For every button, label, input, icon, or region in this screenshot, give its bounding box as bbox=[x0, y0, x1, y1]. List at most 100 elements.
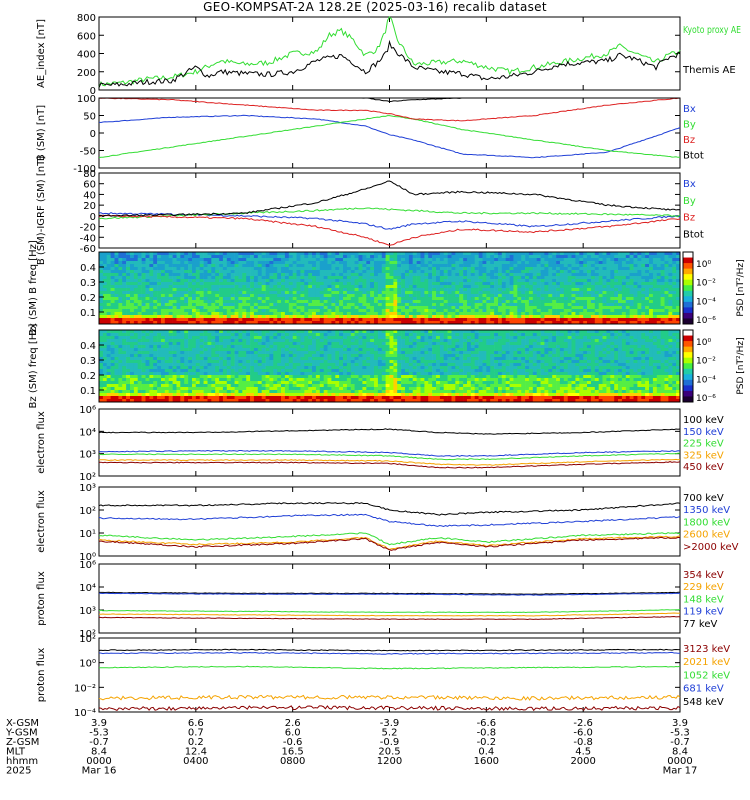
spectrogram-cell bbox=[618, 342, 623, 346]
spectrogram-cell bbox=[230, 255, 235, 259]
spectrogram-cell bbox=[474, 258, 479, 262]
spectrogram-cell bbox=[459, 291, 464, 295]
spectrogram-cell bbox=[370, 261, 375, 265]
spectrogram-cell bbox=[130, 321, 135, 325]
spectrogram-cell bbox=[505, 300, 510, 304]
spectrogram-cell bbox=[327, 339, 332, 343]
spectrogram-cell bbox=[498, 339, 503, 343]
spectrogram-cell bbox=[265, 252, 270, 256]
spectrogram-cell bbox=[621, 339, 627, 343]
spectrogram-cell bbox=[641, 315, 646, 319]
spectrogram-cell bbox=[343, 300, 348, 304]
spectrogram-cell bbox=[676, 345, 681, 349]
spectrogram-cell bbox=[350, 264, 355, 268]
spectrogram-cell bbox=[207, 261, 212, 265]
spectrogram-cell bbox=[467, 291, 472, 295]
spectrogram-cell bbox=[602, 303, 607, 307]
spectrogram-cell bbox=[288, 339, 293, 343]
spectrogram-cell bbox=[145, 336, 150, 340]
spectrogram-cell bbox=[377, 300, 383, 304]
spectrogram-cell bbox=[164, 255, 169, 259]
spectrogram-cell bbox=[521, 276, 526, 280]
spectrogram-cell bbox=[575, 348, 580, 352]
spectrogram-cell bbox=[133, 306, 139, 310]
spectrogram-cell bbox=[525, 276, 530, 280]
spectrogram-cell bbox=[633, 330, 638, 334]
spectrogram-cell bbox=[281, 330, 286, 334]
spectrogram-cell bbox=[292, 294, 297, 298]
spectrogram-cell bbox=[521, 258, 526, 262]
spectrogram-cell bbox=[114, 342, 119, 346]
spectrogram-cell bbox=[141, 297, 146, 301]
spectrogram-cell bbox=[420, 336, 425, 340]
spectrogram-cell bbox=[106, 318, 111, 322]
spectrogram-cell bbox=[443, 333, 448, 337]
spectrogram-cell bbox=[385, 348, 390, 352]
spectrogram-cell bbox=[315, 285, 321, 289]
spectrogram-cell bbox=[304, 315, 309, 319]
spectrogram-cell bbox=[273, 348, 278, 352]
spectrogram-cell bbox=[230, 291, 235, 295]
spectrogram-cell bbox=[122, 300, 127, 304]
spectrogram-cell bbox=[141, 309, 146, 313]
spectrogram-cell bbox=[443, 345, 448, 349]
spectrogram-cell bbox=[482, 252, 487, 256]
spectrogram-cell bbox=[130, 288, 135, 292]
spectrogram-cell bbox=[587, 267, 592, 271]
spectrogram-cell bbox=[102, 252, 108, 256]
spectrogram-cell bbox=[350, 330, 355, 334]
spectrogram-cell bbox=[118, 291, 123, 295]
spectrogram-cell bbox=[532, 252, 537, 256]
spectrogram-cell bbox=[149, 303, 154, 307]
spectrogram-cell bbox=[137, 285, 142, 289]
spectrogram-cell bbox=[327, 297, 332, 301]
spectrogram-cell bbox=[439, 333, 445, 337]
spectrogram-cell bbox=[428, 261, 433, 265]
spectrogram-cell bbox=[211, 333, 216, 337]
spectrogram-cell bbox=[238, 273, 243, 277]
spectrogram-cell bbox=[412, 315, 417, 319]
spectrogram-cell bbox=[668, 318, 673, 322]
spectrogram-cell bbox=[629, 255, 634, 259]
spectrogram-cell bbox=[234, 315, 239, 319]
spectrogram-cell bbox=[563, 273, 568, 277]
spectrogram-cell bbox=[590, 291, 596, 295]
spectrogram-cell bbox=[257, 300, 262, 304]
spectrogram-cell bbox=[242, 261, 247, 265]
spectrogram-cell bbox=[676, 264, 681, 268]
spectrogram-cell bbox=[660, 261, 665, 265]
spectrogram-cell bbox=[133, 264, 139, 268]
spectrogram-cell bbox=[315, 303, 321, 307]
spectrogram-cell bbox=[432, 336, 437, 340]
spectrogram-cell bbox=[153, 270, 158, 274]
spectrogram-cell bbox=[474, 330, 479, 334]
spectrogram-cell bbox=[455, 261, 460, 265]
spectrogram-cell bbox=[513, 261, 518, 265]
spectrogram-cell bbox=[436, 276, 441, 280]
spectrogram-cell bbox=[350, 309, 355, 313]
spectrogram-cell bbox=[188, 291, 193, 295]
spectrogram-cell bbox=[312, 318, 317, 322]
spectrogram-cell bbox=[176, 255, 181, 259]
spectrogram-cell bbox=[164, 336, 169, 340]
spectrogram-cell bbox=[532, 300, 537, 304]
spectrogram-cell bbox=[281, 297, 286, 301]
spectrogram-cell bbox=[362, 309, 367, 313]
spectrogram-cell bbox=[153, 318, 158, 322]
spectrogram-cell bbox=[478, 330, 483, 334]
spectrogram-cell bbox=[528, 312, 534, 316]
spectrogram-cell bbox=[203, 288, 208, 292]
spectrogram-cell bbox=[250, 339, 255, 343]
spectrogram-cell bbox=[618, 300, 623, 304]
spectrogram-cell bbox=[579, 336, 584, 340]
spectrogram-cell bbox=[629, 333, 634, 337]
spectrogram-cell bbox=[590, 264, 596, 268]
spectrogram-cell bbox=[362, 258, 367, 262]
spectrogram-cell bbox=[552, 312, 557, 316]
spectrogram-cell bbox=[556, 351, 561, 355]
spectrogram-cell bbox=[505, 261, 510, 265]
spectrogram-cell bbox=[242, 336, 247, 340]
spectrogram-cell bbox=[327, 318, 332, 322]
spectrogram-cell bbox=[222, 330, 228, 334]
spectrogram-cell bbox=[528, 333, 534, 337]
